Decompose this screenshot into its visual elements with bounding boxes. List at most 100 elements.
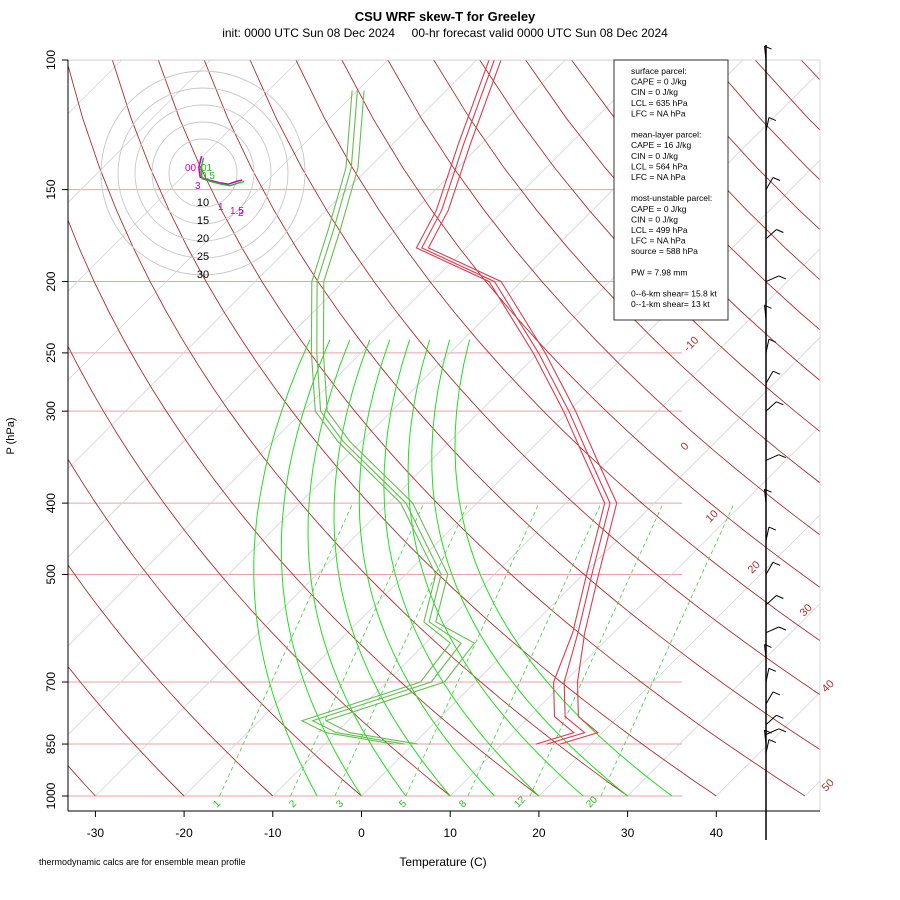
mixing-ratio-line bbox=[529, 502, 664, 797]
dry-adiabat bbox=[203, 60, 820, 751]
x-tick-label: 10 bbox=[444, 826, 458, 840]
hodograph-ring-label: 15 bbox=[197, 215, 209, 227]
dry-adiabat bbox=[387, 60, 820, 536]
temperature-line bbox=[427, 60, 618, 745]
dry-adiabat bbox=[68, 665, 185, 797]
wind-barb bbox=[765, 728, 780, 735]
y-tick-label: 1000 bbox=[44, 782, 58, 809]
stats-line: surface parcel: bbox=[631, 66, 687, 76]
dry-adiabat bbox=[479, 60, 820, 433]
mixing-ratio-label: 8 bbox=[457, 798, 469, 810]
mixing-ratio-line bbox=[600, 502, 735, 797]
isotherm-label: 40 bbox=[820, 678, 837, 695]
stats-line: mean-layer parcel: bbox=[631, 130, 701, 140]
stats-line: LCL = 564 hPa bbox=[631, 161, 688, 171]
wind-barb-flag bbox=[764, 488, 772, 493]
wind-barb bbox=[765, 626, 780, 634]
moist-adiabat bbox=[407, 339, 584, 797]
hodograph-point-label: 1 bbox=[218, 202, 224, 213]
profile-lines bbox=[300, 60, 618, 745]
wind-barb-flag bbox=[768, 117, 777, 122]
hodograph-point-label: 0.5 bbox=[201, 171, 215, 182]
y-tick-label: 700 bbox=[44, 672, 58, 692]
isotherm-line bbox=[68, 60, 123, 115]
x-tick-label: -30 bbox=[87, 826, 105, 840]
hodograph-ring bbox=[117, 87, 289, 259]
isotherm-label: 20 bbox=[746, 559, 763, 576]
wind-barb-flag bbox=[778, 454, 786, 459]
stats-line: CIN = 0 J/kg bbox=[631, 214, 678, 224]
wind-barb bbox=[765, 275, 780, 283]
y-tick-label: 500 bbox=[44, 564, 58, 584]
isotherm-line bbox=[627, 603, 820, 797]
wind-barb bbox=[764, 305, 767, 320]
hodograph-ring-label: 20 bbox=[197, 233, 209, 245]
hodograph-ring bbox=[151, 121, 255, 225]
dry-adiabat bbox=[68, 564, 274, 797]
wind-barb-flag bbox=[772, 177, 781, 181]
wind-barb-flag bbox=[768, 739, 777, 744]
stats-line: CIN = 0 J/kg bbox=[631, 151, 678, 161]
isotherm-line bbox=[183, 159, 820, 797]
isotherm-label: 50 bbox=[820, 777, 837, 794]
wind-barb bbox=[765, 229, 777, 240]
isotherm-label: 0 bbox=[679, 440, 692, 453]
isotherm-line bbox=[68, 60, 389, 381]
stats-line: CAPE = 0 J/kg bbox=[631, 204, 687, 214]
x-tick-label: -20 bbox=[175, 826, 193, 840]
stats-line: 0--1-km shear= 13 kt bbox=[631, 299, 710, 309]
mixing-ratio-label: 1 bbox=[211, 798, 223, 810]
chart-subtitle: init: 0000 UTC Sun 08 Dec 2024 00-hr for… bbox=[222, 26, 668, 40]
y-tick-label: 250 bbox=[44, 343, 58, 363]
isotherm-label: 30 bbox=[798, 602, 815, 619]
isotherm-line bbox=[68, 60, 211, 204]
dry-adiabat bbox=[68, 63, 628, 797]
dry-adiabat bbox=[68, 218, 540, 797]
dewpoint-line bbox=[300, 90, 452, 745]
mixing-ratio-label: 12 bbox=[512, 794, 528, 810]
wind-barb-flag bbox=[772, 561, 781, 566]
moist-adiabat bbox=[280, 339, 362, 797]
moist-adiabat bbox=[253, 339, 318, 797]
hodograph-ring bbox=[100, 70, 306, 276]
wind-barb bbox=[765, 739, 770, 754]
dry-adiabat bbox=[111, 60, 717, 797]
wind-barb bbox=[765, 595, 777, 606]
wind-barb-flag bbox=[768, 526, 777, 531]
dry-adiabat bbox=[433, 60, 820, 484]
isotherm-line bbox=[894, 60, 900, 796]
isotherm-line bbox=[68, 60, 655, 647]
dry-adiabat bbox=[68, 458, 362, 797]
wind-barb-flag bbox=[776, 595, 784, 599]
stats-line: PW = 7.98 mm bbox=[631, 267, 687, 277]
wind-barb-flag bbox=[764, 304, 772, 309]
wind-barb-flag bbox=[776, 229, 784, 233]
mixing-ratio-line bbox=[467, 502, 602, 797]
temperature-line bbox=[421, 60, 611, 745]
isotherm-line bbox=[68, 60, 566, 558]
hodograph-ring bbox=[168, 138, 238, 208]
hodograph: 10 15 20 25 30 00 010.5 1 1.52 3 bbox=[100, 70, 306, 281]
wind-barb bbox=[765, 339, 770, 353]
hodograph-point-label: 1.5 bbox=[230, 206, 244, 217]
chart-title: CSU WRF skew-T for Greeley bbox=[355, 9, 536, 24]
isotherm-line bbox=[716, 691, 820, 797]
isotherm-label: -10 bbox=[682, 334, 702, 354]
wind-barb-flag bbox=[772, 691, 781, 696]
wind-barb bbox=[765, 401, 777, 412]
mixing-ratio-line bbox=[219, 502, 354, 797]
wind-barb-flag bbox=[768, 338, 777, 343]
y-axis-label: P (hPa) bbox=[5, 417, 17, 454]
mixing-ratio-line bbox=[405, 502, 540, 797]
moist-adiabat bbox=[454, 339, 673, 797]
wind-barb-flag bbox=[778, 728, 786, 733]
x-tick-label: 30 bbox=[621, 826, 635, 840]
dry-adiabat bbox=[249, 60, 820, 696]
wind-barb-flag bbox=[764, 729, 772, 734]
wind-barb bbox=[765, 668, 770, 683]
dry-adiabat bbox=[847, 60, 900, 796]
mixing-ratio-label: 5 bbox=[397, 798, 409, 810]
y-tick-label: 150 bbox=[44, 179, 58, 199]
mixing-ratio-label: 3 bbox=[334, 798, 346, 810]
dry-adiabat bbox=[295, 60, 820, 642]
